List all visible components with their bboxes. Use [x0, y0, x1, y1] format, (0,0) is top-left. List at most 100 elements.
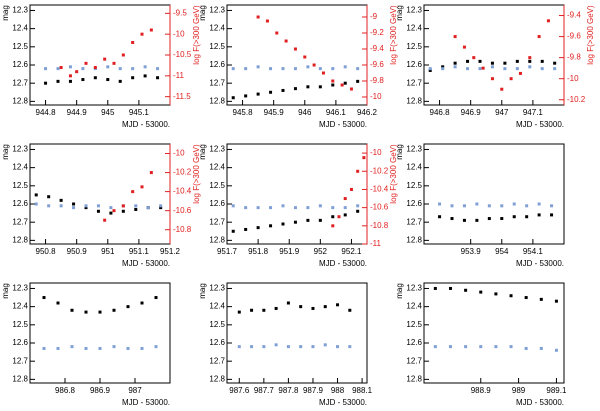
data-point: [318, 204, 322, 208]
data-point: [81, 78, 85, 82]
y-tick-label: 12.5: [209, 320, 225, 329]
data-point: [331, 79, 335, 83]
data-point: [109, 206, 113, 210]
data-point: [356, 79, 360, 83]
y-tick-label: 12.7: [406, 78, 422, 87]
data-point: [466, 67, 470, 71]
y-tick-label: 12.5: [406, 181, 422, 190]
data-point: [265, 19, 269, 23]
data-point: [269, 67, 273, 71]
data-point: [293, 220, 297, 224]
data-point: [362, 156, 366, 160]
y2-tick-label: -10.2: [567, 95, 586, 104]
y-tick-label: 12.6: [406, 338, 422, 347]
data-point: [109, 211, 113, 215]
x-tick-label: 987.9: [303, 386, 324, 395]
y2-axis-label: log F(>300 GeV): [192, 5, 201, 65]
data-point: [340, 83, 344, 87]
data-point: [293, 67, 297, 71]
data-point: [356, 169, 360, 173]
x-axis-label: MJD - 53000.: [516, 398, 564, 406]
plot-frame: [226, 282, 368, 384]
data-point: [528, 59, 532, 63]
data-point: [331, 224, 335, 228]
y2-axis-label: log F(>300 GeV): [192, 144, 201, 204]
y-tick-label: 12.7: [209, 356, 225, 365]
data-point: [479, 290, 483, 294]
data-point: [453, 61, 457, 65]
data-point: [56, 79, 60, 83]
y2-tick-label: -10: [173, 149, 185, 158]
x-tick-label: 988.9: [471, 386, 492, 395]
data-point: [70, 345, 74, 349]
y-tick-label: 12.7: [12, 356, 28, 365]
y2-tick-label: -10.6: [370, 203, 389, 212]
data-point: [539, 346, 543, 350]
data-point: [462, 45, 466, 49]
y2-tick-label: -9.4: [370, 44, 384, 53]
data-point: [256, 15, 260, 19]
data-point: [159, 206, 163, 210]
data-point: [284, 39, 288, 43]
plot-frame: [29, 4, 171, 106]
plot-frame: [29, 282, 171, 384]
x-tick-label: 987.8: [278, 386, 299, 395]
data-point: [518, 71, 522, 75]
y-tick-label: 12.8: [12, 235, 28, 244]
y-axis-label: mag: [1, 144, 10, 160]
data-point: [293, 206, 297, 210]
data-point: [487, 217, 491, 221]
data-point: [131, 76, 135, 80]
data-point: [349, 87, 353, 91]
x-tick-label: 945.9: [264, 108, 285, 117]
y-tick-label: 12.4: [406, 302, 422, 311]
x-tick-label: 946: [298, 108, 312, 117]
data-point: [84, 310, 88, 314]
y2-tick-label: -10.5: [173, 50, 192, 59]
y2-tick-label: -10.2: [370, 166, 389, 175]
data-point: [550, 204, 554, 208]
data-point: [256, 65, 260, 69]
data-point: [524, 346, 528, 350]
y-tick-label: 12.8: [12, 374, 28, 383]
data-point: [84, 61, 88, 65]
plot-frame: [423, 282, 565, 384]
y2-tick-label: -11: [173, 71, 185, 80]
y2-tick-label: -10.4: [370, 185, 389, 194]
y2-tick-label: -10.4: [173, 187, 192, 196]
y-axis-label: mag: [198, 144, 207, 160]
data-point: [134, 207, 138, 211]
data-point: [500, 87, 504, 91]
data-point: [244, 206, 248, 210]
data-point: [59, 204, 63, 208]
data-point: [553, 61, 557, 65]
data-point: [448, 286, 452, 290]
y-tick-label: 12.7: [12, 78, 28, 87]
data-point: [134, 204, 138, 208]
data-point: [244, 227, 248, 231]
data-point: [524, 296, 528, 300]
y-tick-label: 12.3: [406, 145, 422, 154]
data-point: [112, 308, 116, 312]
x-axis-label: MJD - 53000.: [319, 259, 367, 268]
y2-tick-label: -9.4: [567, 11, 581, 20]
x-tick-label: 988: [331, 386, 345, 395]
data-point: [269, 90, 273, 94]
y2-tick-label: -10: [370, 148, 382, 157]
data-point: [550, 213, 554, 217]
data-point: [256, 92, 260, 96]
data-point: [112, 61, 116, 65]
x-tick-label: 950.8: [36, 247, 57, 256]
data-point: [72, 206, 76, 210]
y-tick-label: 12.4: [12, 24, 28, 33]
data-point: [464, 345, 468, 349]
plot-frame: [423, 143, 565, 245]
y-tick-label: 12.4: [406, 24, 422, 33]
y-tick-label: 12.6: [209, 60, 225, 69]
y-tick-label: 12.3: [209, 145, 225, 154]
data-point: [118, 67, 122, 71]
x-tick-label: 950.9: [67, 247, 88, 256]
data-point: [553, 67, 557, 71]
x-tick-label: 951.8: [248, 247, 269, 256]
y-tick-label: 12.3: [209, 284, 225, 293]
